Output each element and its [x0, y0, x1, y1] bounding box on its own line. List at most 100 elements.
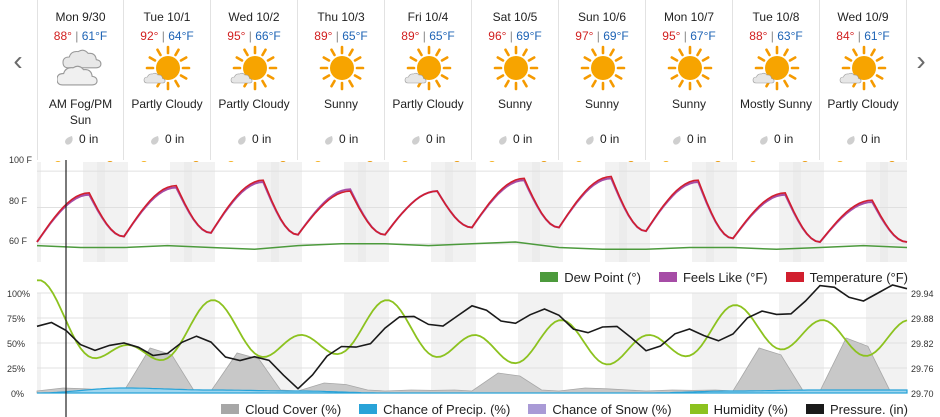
prev-arrow-button[interactable]: ‹ — [13, 45, 23, 76]
day-card[interactable]: Mon 9/30 88° | 61°F AM Fog/PM Sun 0 in — [37, 0, 124, 165]
precip-amount: 0 in — [79, 132, 99, 146]
cloud-cover-area — [36, 337, 908, 394]
low-temp: 64°F — [168, 29, 194, 43]
condition-label: Mostly Sunny — [739, 97, 813, 111]
day-band — [650, 162, 692, 262]
pct-ytick-75: 75% — [7, 314, 26, 324]
pres-ytick-2: 29.88 — [911, 314, 934, 324]
legend-label: Humidity (%) — [713, 401, 788, 417]
pres-ytick-4: 29.76 — [911, 364, 934, 374]
pct-chart-bg — [37, 293, 907, 393]
sunrise-sunset-icon — [834, 152, 898, 165]
low-temp: 63°F — [777, 29, 803, 43]
pressure-line — [36, 284, 908, 390]
day-name: Wed 10/9 — [837, 10, 889, 24]
condition-label: Sunny — [584, 97, 620, 111]
day-name: Mon 10/7 — [663, 10, 715, 24]
day-card[interactable]: Thu 10/3 89° | 65°F Sunny 0 in — [298, 0, 385, 165]
temp-ytick-60: 60 F — [9, 236, 28, 246]
legend-item[interactable]: Dew Point (°) — [540, 269, 641, 285]
legend-label: Cloud Cover (%) — [245, 401, 342, 417]
legend-item[interactable]: Feels Like (°F) — [658, 269, 768, 285]
raindrop-icon — [324, 133, 335, 145]
day-name: Sat 10/5 — [492, 10, 538, 24]
day-band — [41, 293, 83, 393]
day-temps: 89° | 65°F — [314, 29, 368, 43]
raindrop-icon — [846, 133, 857, 145]
feels-like-line — [36, 177, 908, 244]
legend-label: Pressure. (in) — [829, 401, 908, 417]
temperature-line — [36, 175, 908, 243]
partly-cloudy-icon — [143, 44, 193, 94]
day-card[interactable]: Tue 10/8 88° | 63°F Mostly Sunny 0 in — [733, 0, 820, 165]
day-temps: 95° | 66°F — [227, 29, 281, 43]
legend-item[interactable]: Chance of Snow (%) — [528, 401, 672, 417]
legend-item[interactable]: Cloud Cover (%) — [221, 401, 341, 417]
pct-legend: Cloud Cover (%) Chance of Precip. (%) Chan… — [160, 401, 908, 417]
sunrise-sunset-icon — [52, 152, 116, 165]
day-card[interactable]: Mon 10/7 95° | 67°F Sunny 0 in — [646, 0, 733, 165]
day-card[interactable]: Sat 10/5 96° | 69°F Sunny 0 in — [472, 0, 559, 165]
high-temp: 84° — [836, 29, 855, 43]
day-band — [128, 162, 170, 262]
temp-chart-bg — [37, 162, 907, 262]
legend-item[interactable]: Temperature (°F) — [785, 269, 908, 285]
precip-area — [37, 387, 908, 394]
partly-cloudy-icon — [404, 44, 454, 94]
day-band — [737, 293, 779, 393]
sunrise-sunset-icon — [747, 152, 811, 165]
high-temp: 88° — [749, 29, 768, 43]
legend-item[interactable]: Humidity (%) — [689, 401, 788, 417]
sunrise-sunset-icon — [312, 152, 376, 165]
legend-item[interactable]: Chance of Precip. (%) — [359, 401, 510, 417]
day-card[interactable]: Wed 10/9 84° | 61°F Partly Cloudy 0 in — [820, 0, 907, 165]
sunrise-sunset-icon — [225, 152, 289, 165]
day-card[interactable]: Tue 10/1 92° | 64°F Partly Cloudy 0 in — [124, 0, 211, 165]
next-arrow-button[interactable]: › — [916, 45, 926, 76]
legend-swatch — [658, 272, 677, 282]
day-temps: 97° | 69°F — [575, 29, 629, 43]
day-card[interactable]: Wed 10/2 95° | 66°F Partly Cloudy 0 in — [211, 0, 298, 165]
night-band — [880, 162, 888, 262]
low-temp: 65°F — [429, 29, 455, 43]
low-temp: 61°F — [864, 29, 890, 43]
day-temps: 96° | 69°F — [488, 29, 542, 43]
night-band — [793, 162, 801, 262]
low-temp: 67°F — [690, 29, 716, 43]
day-temps: 84° | 61°F — [836, 29, 890, 43]
day-band — [824, 162, 866, 262]
precip-amount: 0 in — [252, 132, 272, 146]
legend-swatch — [785, 272, 804, 282]
sunrise-sunset-icon — [660, 152, 724, 165]
condition-label: AM Fog/PM Sun — [48, 97, 113, 127]
day-card[interactable]: Sun 10/6 97° | 69°F Sunny 0 in — [559, 0, 646, 165]
legend-swatch — [689, 404, 708, 414]
raindrop-icon — [759, 133, 770, 145]
night-band — [619, 162, 627, 262]
temp-ytick-100: 100 F — [9, 155, 33, 165]
precip-amount: 0 in — [687, 132, 707, 146]
raindrop-icon — [498, 133, 509, 145]
day-band — [737, 162, 779, 262]
dew-point-line — [36, 241, 908, 251]
low-temp: 65°F — [342, 29, 368, 43]
raindrop-icon — [411, 133, 422, 145]
precip-amount: 0 in — [426, 132, 446, 146]
legend-item[interactable]: Pressure. (in) — [805, 401, 908, 417]
day-card[interactable]: Fri 10/4 89° | 65°F Partly Cloudy 0 in — [385, 0, 472, 165]
day-name: Wed 10/2 — [228, 10, 280, 24]
legend-swatch — [359, 404, 378, 414]
night-band — [271, 162, 279, 262]
night-band — [706, 162, 714, 262]
day-band — [302, 293, 344, 393]
day-temps: 89° | 65°F — [401, 29, 455, 43]
day-band — [215, 162, 257, 262]
sun-icon — [578, 44, 628, 94]
high-temp: 88° — [53, 29, 72, 43]
day-band — [389, 293, 431, 393]
sunrise-sunset-icon — [573, 152, 637, 165]
high-temp: 96° — [488, 29, 507, 43]
day-band — [41, 162, 83, 262]
precip-amount: 0 in — [165, 132, 185, 146]
night-band — [445, 162, 453, 262]
